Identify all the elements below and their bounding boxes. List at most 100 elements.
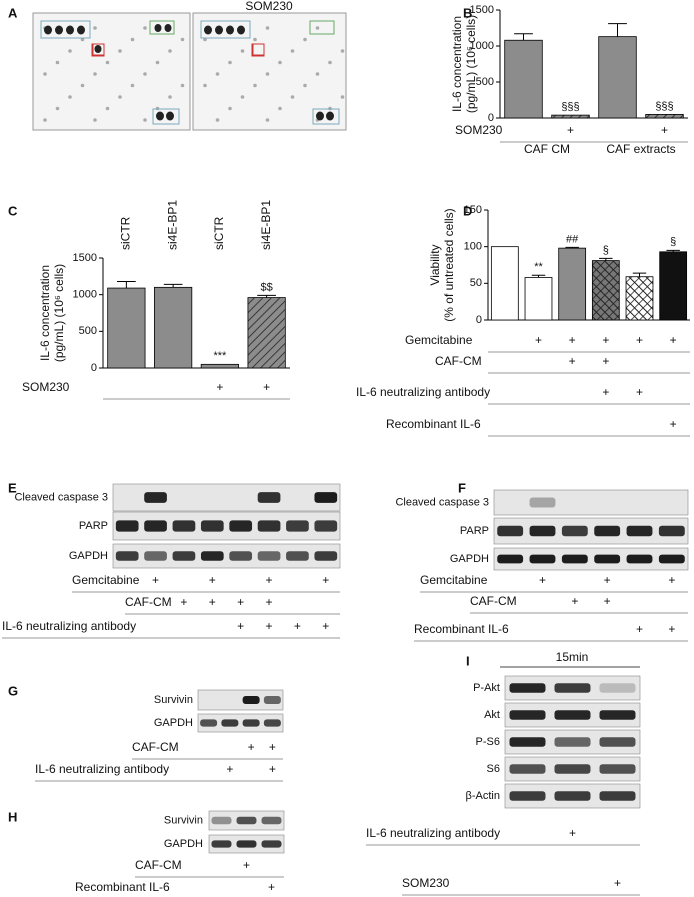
band-label: β-Actin	[466, 790, 500, 802]
blot-band	[263, 719, 281, 727]
error-bar	[163, 283, 183, 288]
blot-band	[509, 683, 546, 693]
group-label: CAF CM	[524, 142, 570, 156]
array-spot-strong	[226, 25, 234, 35]
y-tick-label: 1000	[470, 40, 494, 52]
blot-band	[554, 764, 591, 774]
array-spot	[228, 60, 232, 65]
blot-band	[594, 525, 621, 537]
bar	[659, 251, 688, 321]
condition-mark: +	[322, 619, 329, 633]
blot-band	[257, 492, 281, 503]
condition-mark: +	[266, 595, 273, 609]
blot-band	[509, 791, 546, 801]
condition-mark: +	[604, 594, 611, 608]
condition-mark: +	[216, 380, 223, 394]
blot-band	[211, 816, 232, 825]
array-spot	[340, 95, 345, 99]
blot-band	[497, 525, 524, 537]
condition-label: CAF-CM	[132, 740, 179, 754]
blot-band	[242, 696, 260, 704]
condition-mark: +	[535, 333, 542, 347]
condition-label: SOM230	[402, 876, 450, 890]
condition-mark: +	[294, 619, 301, 633]
condition-mark: +	[636, 333, 643, 347]
array-spot	[253, 37, 257, 42]
blot-band	[263, 696, 281, 704]
condition-mark: +	[602, 385, 609, 399]
bar	[625, 276, 654, 321]
array-spot-strong	[55, 25, 63, 35]
condition-mark: +	[636, 622, 643, 636]
significance-label: §	[670, 236, 676, 248]
y-tick-label: 0	[488, 112, 494, 124]
error-bar	[608, 23, 627, 37]
array-spot-strong	[154, 24, 162, 32]
panel-label: I	[466, 653, 470, 668]
array-spot	[228, 106, 232, 111]
condition-mark: +	[661, 123, 668, 137]
array-spot	[265, 72, 270, 76]
panel-label: F	[458, 480, 466, 495]
array-spot	[80, 83, 85, 88]
highlight-box	[149, 20, 175, 35]
blot-band	[172, 520, 196, 532]
bar	[504, 39, 543, 119]
condition-mark: +	[604, 573, 611, 587]
band-label: GAPDH	[69, 550, 108, 562]
array-spot	[303, 83, 307, 88]
category-label: siCTR	[212, 216, 226, 250]
condition-mark: +	[266, 573, 273, 587]
condition-mark: +	[226, 762, 233, 776]
condition-mark: +	[614, 876, 621, 890]
highlight-box	[251, 43, 265, 57]
array-spot	[240, 95, 245, 99]
array-spot	[93, 26, 97, 30]
bar	[490, 246, 519, 321]
significance-label: **	[534, 261, 543, 273]
panel-label: C	[8, 203, 18, 218]
y-axis-label: IL-6 concentration	[450, 16, 464, 112]
condition-label: Gemcitabine	[72, 573, 140, 587]
array-spot	[143, 72, 147, 76]
array-spot-strong	[66, 25, 74, 35]
blot-band	[594, 554, 621, 564]
condition-mark: +	[602, 354, 609, 368]
array-spot	[278, 60, 282, 65]
blot-strip	[493, 517, 689, 545]
significance-label: $$	[261, 281, 273, 293]
array-spot	[315, 26, 320, 30]
array-spot	[105, 60, 110, 65]
condition-label: IL-6 neutralizing antibody	[2, 619, 136, 633]
highlight-box	[91, 43, 105, 57]
array-spot	[215, 72, 220, 76]
array-spot	[328, 60, 332, 65]
array-spot	[118, 49, 122, 53]
condition-mark: +	[668, 573, 675, 587]
blot-band	[286, 551, 309, 561]
blot-band	[554, 683, 591, 693]
array-spot	[130, 37, 135, 42]
array-spot	[203, 37, 207, 42]
blot-band	[599, 737, 636, 747]
condition-mark: +	[263, 380, 270, 394]
condition-mark: +	[152, 573, 159, 587]
blot-band	[599, 764, 636, 774]
array-spot	[55, 60, 60, 65]
condition-label: Gemcitabine	[405, 333, 473, 347]
band-label: S6	[487, 763, 500, 775]
panel-label: E	[8, 480, 17, 495]
y-tick-label: 500	[79, 325, 97, 337]
array-spot	[290, 95, 295, 99]
panel-label: H	[8, 809, 17, 824]
panel-label: D	[463, 203, 472, 218]
blot-band	[115, 551, 139, 561]
blot-strip	[197, 713, 284, 733]
condition-mark: +	[268, 880, 275, 894]
band-label: GAPDH	[450, 553, 489, 565]
band-label: PARP	[460, 525, 489, 537]
blot-band	[626, 554, 653, 564]
error-bar	[632, 272, 647, 277]
band-label: P-S6	[476, 736, 500, 748]
blot-band	[554, 791, 591, 801]
